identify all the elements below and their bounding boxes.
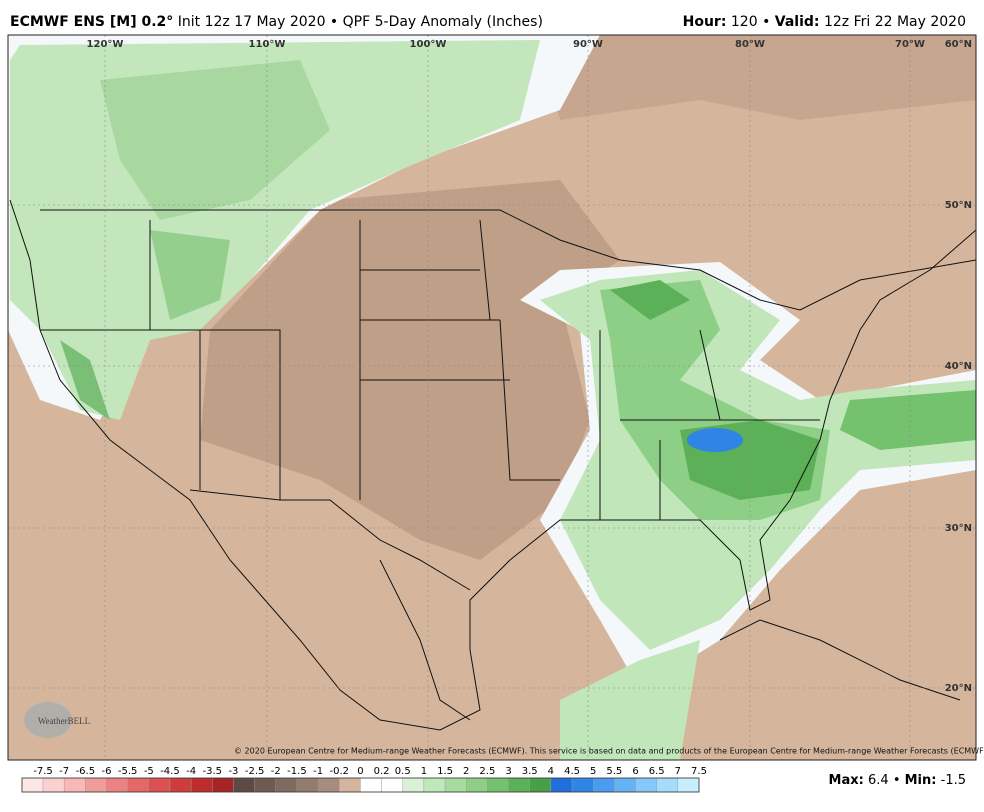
colorbar-label: -4.5: [160, 766, 180, 777]
colorbar-swatch: [233, 777, 255, 793]
colorbar-label: 0.2: [374, 766, 390, 777]
colorbar: -7.5 -7 -6.5 -6 -5.5 -5 -4.5 -4 -3.5 -3 -2.5 -2 -1.5…: [21, 766, 707, 793]
colorbar-label: -3: [228, 766, 238, 777]
colorbar-swatch: [487, 777, 509, 793]
colorbar-swatch: [466, 777, 488, 793]
hour-label: Hour:: [683, 14, 727, 30]
colorbar-swatch: [444, 777, 467, 793]
colorbar-swatch: [423, 777, 446, 793]
colorbar-label: -3.5: [203, 766, 223, 777]
header-left: ECMWF ENS [M] 0.2° Init 12z 17 May 2020 …: [10, 14, 543, 30]
colorbar-label: 0.5: [395, 766, 411, 777]
footer: Max: 6.4 • Min: -1.5: [829, 773, 966, 788]
lon-label: 80°W: [735, 39, 765, 50]
colorbar-swatch: [635, 777, 657, 793]
colorbar-swatch: [571, 777, 594, 793]
colorbar-label: 2: [463, 766, 469, 777]
colorbar-swatch: [317, 777, 340, 793]
colorbar-label: -4: [186, 766, 196, 777]
colorbar-swatch: [85, 777, 107, 793]
lon-label: 100°W: [410, 39, 447, 50]
separator: •: [762, 14, 770, 30]
colorbar-label: 3: [505, 766, 511, 777]
logo: WeatherBELL: [24, 702, 90, 738]
lat-label: 40°N: [945, 361, 972, 372]
lat-label: 50°N: [945, 200, 972, 211]
valid: 12z Fri 22 May 2020: [824, 14, 966, 30]
logo-text: WeatherBELL: [38, 716, 90, 726]
hour: 120: [731, 14, 758, 30]
colorbar-swatch: [550, 777, 573, 793]
valid-label: Valid:: [775, 14, 820, 30]
colorbar-swatch: [339, 777, 361, 793]
colorbar-swatch: [21, 777, 44, 793]
colorbar-swatch: [592, 777, 615, 793]
colorbar-swatch: [190, 777, 213, 793]
colorbar-swatch: [275, 777, 298, 793]
colorbar-label: 5.5: [606, 766, 622, 777]
colorbar-label: -7: [59, 766, 69, 777]
min: -1.5: [941, 773, 966, 788]
colorbar-label: -2: [271, 766, 281, 777]
colorbar-label: 4: [548, 766, 554, 777]
colorbar-frame: [21, 777, 700, 793]
colorbar-label: -7.5: [33, 766, 53, 777]
copyright: © 2020 European Centre for Medium-range …: [234, 747, 984, 756]
colorbar-label: 6.5: [649, 766, 665, 777]
colorbar-label: 3.5: [522, 766, 538, 777]
colorbar-label: -2.5: [245, 766, 265, 777]
colorbar-swatch: [656, 777, 679, 793]
colorbar-label: 6: [632, 766, 638, 777]
colorbar-label: 4.5: [564, 766, 580, 777]
description: Init 12z 17 May 2020 • QPF 5-Day Anomaly…: [178, 14, 543, 30]
colorbar-label: 7: [675, 766, 681, 777]
colorbar-label: -1.5: [287, 766, 307, 777]
colorbar-swatch: [254, 777, 276, 793]
colorbar-swatch: [296, 777, 319, 793]
header-right: Hour: 120 • Valid: 12z Fri 22 May 2020: [683, 14, 966, 30]
colorbar-label: -6.5: [76, 766, 96, 777]
lon-label: 110°W: [249, 39, 286, 50]
colorbar-label: 7.5: [691, 766, 707, 777]
colorbar-label: 2.5: [479, 766, 495, 777]
max-label: Max:: [829, 773, 864, 788]
lat-label: 20°N: [945, 683, 972, 694]
separator: •: [893, 773, 901, 788]
colorbar-label: 1.5: [437, 766, 453, 777]
colorbar-swatch: [106, 777, 128, 793]
colorbar-label: 1: [421, 766, 427, 777]
colorbar-swatch: [148, 777, 171, 793]
lat-label: 60°N: [945, 39, 972, 50]
colorbar-swatch: [381, 777, 403, 793]
min-label: Min:: [905, 773, 937, 788]
colorbar-label: -1: [313, 766, 323, 777]
colorbar-swatch: [127, 777, 150, 793]
colorbar-label: -0.2: [330, 766, 350, 777]
colorbar-label: -6: [101, 766, 111, 777]
colorbar-swatch: [360, 777, 382, 793]
colorbar-swatch: [42, 777, 65, 793]
max: 6.4: [868, 773, 889, 788]
colorbar-swatch: [402, 777, 425, 793]
colorbar-label: -5: [144, 766, 154, 777]
colorbar-swatch: [508, 777, 530, 793]
model: ECMWF ENS [M] 0.2°: [10, 14, 173, 30]
colorbar-swatch: [529, 777, 552, 793]
lon-label: 120°W: [87, 39, 124, 50]
colorbar-swatch: [614, 777, 636, 793]
colorbar-label: -5.5: [118, 766, 138, 777]
lon-label: 90°W: [573, 39, 603, 50]
colorbar-swatch: [677, 777, 700, 793]
map: 120°W 110°W 100°W 90°W 80°W 70°W 60°N 50°N 40°N…: [7, 34, 984, 761]
colorbar-label: 0: [357, 766, 363, 777]
colorbar-label: 5: [590, 766, 596, 777]
lon-label: 70°W: [895, 39, 925, 50]
colorbar-swatch: [63, 777, 86, 793]
colorbar-swatch: [212, 777, 234, 793]
colorbar-swatch: [169, 777, 192, 793]
lat-label: 30°N: [945, 523, 972, 534]
